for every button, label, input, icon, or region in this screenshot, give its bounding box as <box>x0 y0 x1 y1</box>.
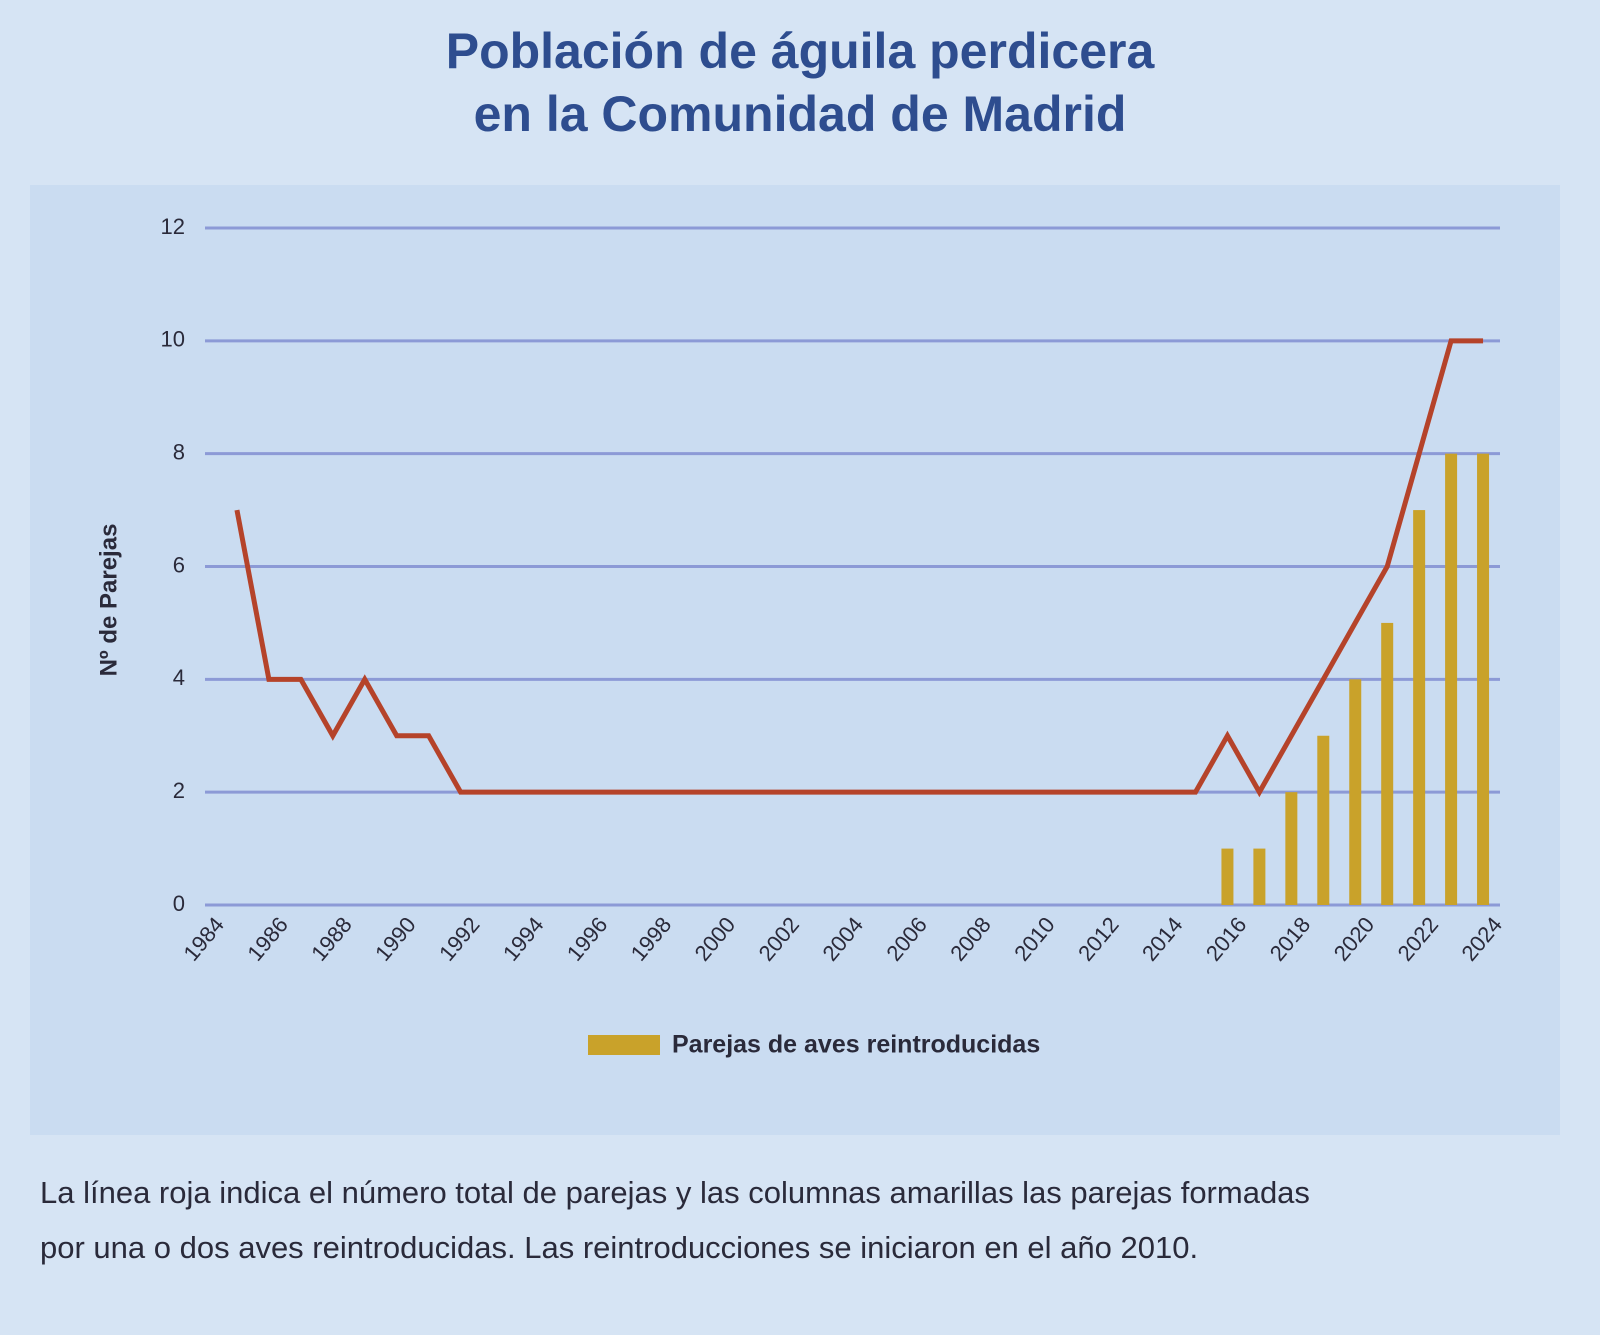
line <box>234 338 1484 798</box>
caption: La línea roja indica el número total de … <box>40 1175 1310 1210</box>
y-tick-label: 2 <box>173 778 185 803</box>
caption: por una o dos aves reintroducidas. Las r… <box>40 1230 1198 1265</box>
y-tick-label: 8 <box>173 439 185 464</box>
bar <box>1445 453 1458 905</box>
bar <box>1477 453 1490 905</box>
plot-panel <box>30 185 1560 1135</box>
bar <box>1253 848 1266 905</box>
y-tick-label: 10 <box>161 327 185 352</box>
bar <box>1285 792 1298 905</box>
bar <box>1221 848 1234 905</box>
bar <box>1317 735 1330 905</box>
y-tick-label: 0 <box>173 891 185 916</box>
legend-label: Parejas de aves reintroducidas <box>672 1031 1040 1059</box>
y-tick-label: 6 <box>173 552 185 577</box>
bar <box>1413 510 1426 905</box>
chart-title: en la Comunidad de Madrid <box>474 86 1127 142</box>
chart-title: Población de águila perdicera <box>446 23 1156 79</box>
y-tick-label: 12 <box>161 214 185 239</box>
bar <box>1381 622 1394 905</box>
y-axis-label: Nº de Parejas <box>95 524 122 677</box>
y-tick-label: 4 <box>173 665 185 690</box>
bar <box>1349 679 1362 905</box>
legend-swatch <box>588 1035 660 1055</box>
